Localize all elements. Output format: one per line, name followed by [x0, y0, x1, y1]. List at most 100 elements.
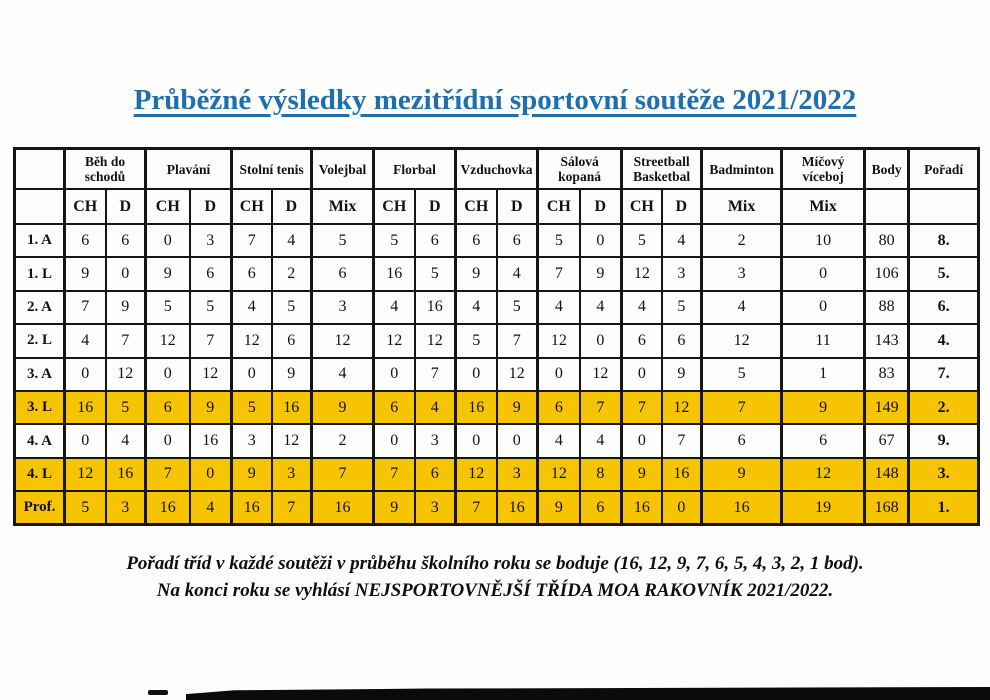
- sub-header: D: [496, 188, 539, 225]
- row-label: 1. L: [13, 256, 66, 292]
- cell: 12: [780, 456, 866, 493]
- cell: 0: [780, 289, 866, 326]
- cell: 3: [230, 423, 273, 459]
- cell: 7: [372, 456, 416, 493]
- cell: 1.: [907, 490, 980, 526]
- cell: 7: [536, 256, 581, 292]
- cell: 0: [144, 356, 191, 392]
- cell: 6: [230, 256, 273, 292]
- cell: 0: [454, 356, 498, 392]
- cell: 67: [863, 423, 910, 459]
- cell: 4: [104, 423, 147, 459]
- corner-cell: [13, 147, 66, 190]
- cell: 88: [863, 289, 910, 326]
- cell: 6: [496, 222, 539, 259]
- cell: 6: [63, 222, 107, 259]
- cell: 0: [579, 222, 623, 259]
- sub-header: D: [579, 188, 623, 225]
- cell: 16: [63, 389, 107, 426]
- cell: 3: [496, 456, 539, 493]
- sub-header: Mix: [310, 188, 375, 225]
- group-header: Volejbal: [310, 147, 375, 190]
- cell: 7: [144, 456, 191, 493]
- cell: 9: [780, 389, 866, 426]
- row-label: 4. A: [13, 423, 66, 459]
- group-header: Míčový víceboj: [780, 147, 866, 190]
- results-table: Běh do schodů Plavání Stolní tenis Volejbal…: [13, 147, 981, 527]
- scan-artifact-bar: [186, 687, 990, 700]
- cell: 10: [780, 222, 866, 259]
- cell: 6: [780, 423, 866, 459]
- footer-line-1: Pořadí tříd v každé soutěži v průběhu šk…: [126, 553, 864, 574]
- sub-header: D: [104, 188, 147, 225]
- cell: 5: [271, 289, 313, 326]
- cell: 16: [496, 490, 539, 526]
- cell: 9: [620, 456, 663, 493]
- cell: 6: [271, 323, 313, 359]
- cell: 16: [414, 289, 457, 326]
- cell: 4: [454, 289, 498, 326]
- table-row: 4. A 0 4 0 16 3 12 2 0 3 0 0 4 4 0 7 6 6 67 9.: [13, 423, 980, 459]
- group-header: Sálová kopaná: [536, 147, 623, 190]
- cell: 5: [454, 323, 498, 359]
- cell: 16: [661, 456, 703, 493]
- sub-header: CH: [230, 188, 273, 225]
- cell: 5: [536, 222, 581, 259]
- cell: 16: [230, 490, 273, 526]
- cell: 0: [63, 356, 107, 392]
- cell: 9: [104, 289, 147, 326]
- cell: 11: [780, 323, 866, 359]
- cell: 3: [271, 456, 313, 493]
- group-header: Pořadí: [907, 147, 980, 190]
- corner-cell-2: [13, 188, 66, 225]
- cell: 7: [496, 323, 539, 359]
- cell: 4: [230, 289, 273, 326]
- cell: 19: [780, 490, 866, 526]
- cell: 3.: [907, 456, 980, 493]
- cell: 0: [620, 423, 663, 459]
- cell: 8.: [907, 222, 980, 259]
- cell: 12: [189, 356, 233, 392]
- footer-note: Pořadí tříd v každé soutěži v průběhu šk…: [0, 551, 990, 604]
- sub-header: Mix: [780, 188, 866, 225]
- cell: 2: [271, 256, 313, 292]
- cell: 12: [63, 456, 107, 493]
- cell: 9: [63, 256, 107, 292]
- cell: 3: [414, 490, 457, 526]
- cell: 16: [104, 456, 147, 493]
- cell: 4: [579, 289, 623, 326]
- row-label: 1. A: [13, 222, 66, 259]
- sub-header: D: [661, 188, 703, 225]
- group-header: Vzduchovka: [454, 147, 539, 190]
- group-header: Plavání: [144, 147, 233, 190]
- cell: 12: [104, 356, 147, 392]
- cell: 12: [536, 323, 581, 359]
- cell: 4: [536, 423, 581, 459]
- cell: 5: [661, 289, 703, 326]
- cell: 5.: [907, 256, 980, 292]
- cell: 16: [700, 490, 783, 526]
- row-label: 3. A: [13, 356, 66, 392]
- cell: 6: [454, 222, 498, 259]
- row-label: 2. A: [13, 289, 66, 326]
- cell: 9: [454, 256, 498, 292]
- cell: 7: [104, 323, 147, 359]
- cell: 6: [104, 222, 147, 259]
- table-row: 1. A 6 6 0 3 7 4 5 5 6 6 6 5 0 5 4 2 10 80 8.: [13, 222, 980, 259]
- sub-header: CH: [454, 188, 498, 225]
- cell: 0: [536, 356, 581, 392]
- cell: 12: [700, 323, 783, 359]
- cell: 7: [189, 323, 233, 359]
- cell: 0: [372, 423, 416, 459]
- cell: 6: [620, 323, 663, 359]
- sub-header: D: [189, 188, 233, 225]
- cell: 12: [496, 356, 539, 392]
- cell: 3: [310, 289, 375, 326]
- cell: 0: [620, 356, 663, 392]
- sub-header: CH: [536, 188, 581, 225]
- group-header: Streetball Basketbal: [620, 147, 703, 190]
- cell: 6: [310, 256, 375, 292]
- cell: 16: [372, 256, 416, 292]
- group-header: Stolní tenis: [230, 147, 313, 190]
